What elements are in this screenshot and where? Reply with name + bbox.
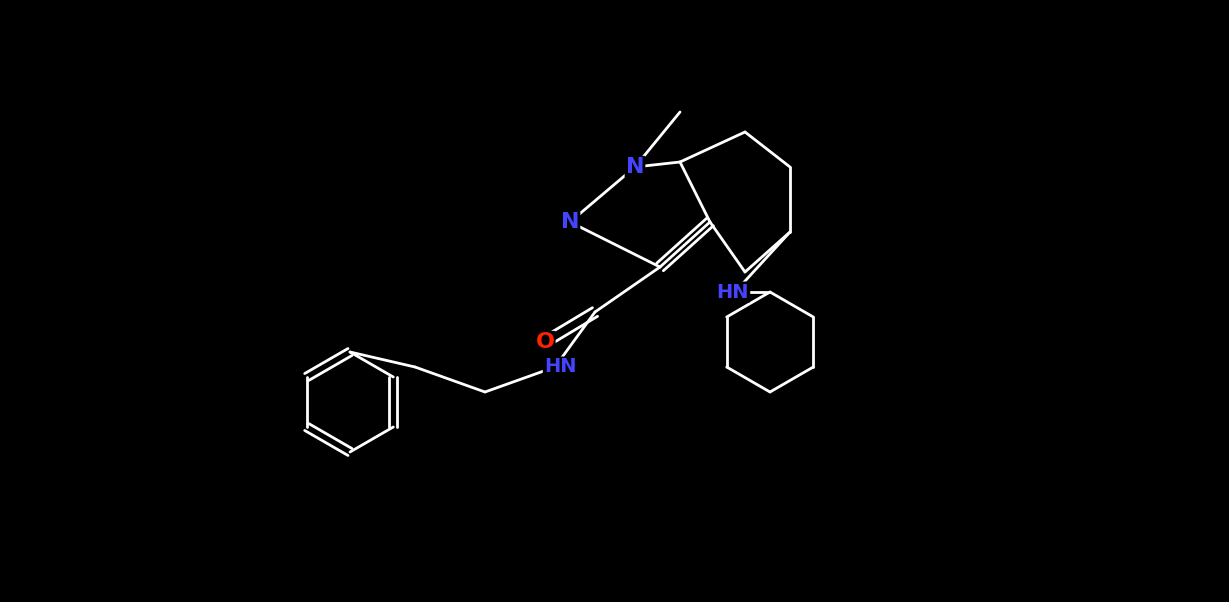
Text: HN: HN <box>543 358 576 376</box>
Text: N: N <box>626 157 644 177</box>
Text: O: O <box>536 332 554 352</box>
Text: N: N <box>560 212 579 232</box>
Text: HN: HN <box>717 282 750 302</box>
